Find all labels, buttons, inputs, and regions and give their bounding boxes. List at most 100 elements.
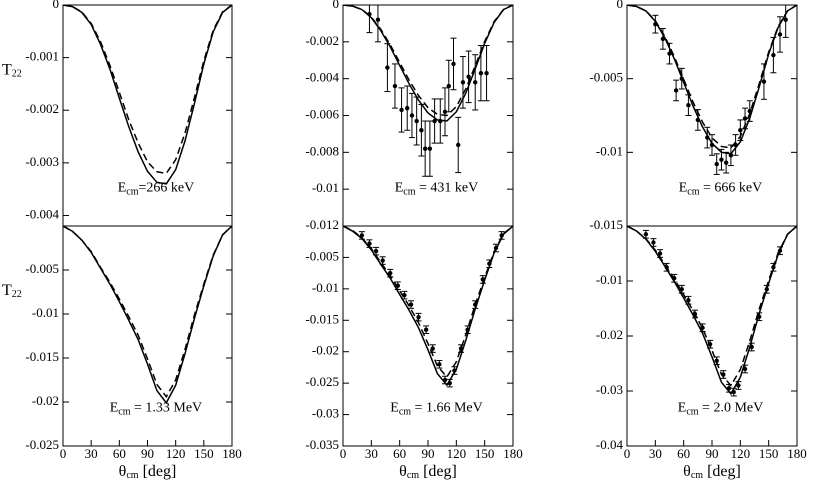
marker (721, 372, 726, 377)
data-point (723, 151, 730, 174)
marker (707, 342, 713, 347)
y-tick-label: -0.01 (596, 272, 623, 287)
y-tick-label: -0.015 (305, 311, 339, 326)
y-tick-label: -0.005 (305, 248, 339, 263)
plot-frame (62, 225, 233, 447)
marker (705, 135, 710, 140)
x-axis-label: θcm [deg] (399, 463, 457, 482)
x-tick-label: 0 (624, 446, 631, 461)
marker (442, 109, 448, 115)
marker (437, 362, 442, 367)
y-axis-label: T22 (2, 282, 22, 301)
marker (460, 80, 466, 85)
annotation: Ecm = 2.0 MeV (678, 401, 763, 418)
data-point (673, 79, 680, 102)
data-point (777, 246, 783, 256)
y-tick-label: -0.02 (32, 393, 59, 408)
marker (499, 233, 504, 238)
marker (719, 157, 724, 162)
marker (749, 344, 754, 350)
curve (63, 5, 232, 185)
marker (672, 276, 677, 281)
x-tick-label: 150 (475, 446, 495, 461)
marker (442, 377, 448, 383)
marker (373, 248, 379, 254)
marker (679, 76, 684, 81)
data-point (760, 63, 767, 100)
annotation: Ecm = 1.33 MeV (110, 401, 202, 418)
marker (427, 146, 433, 151)
x-axis-label: θcm [deg] (683, 463, 741, 482)
data-point (472, 54, 479, 111)
x-axis-label-rest: [deg] (419, 463, 457, 480)
y-tick-label: 0 (617, 0, 624, 11)
data-point (458, 344, 465, 353)
data-point (742, 364, 749, 374)
y-tick-label: -0.01 (32, 305, 59, 320)
data-point (477, 45, 484, 102)
data-point (455, 116, 462, 174)
annotation-main: E (118, 181, 127, 196)
marker (466, 74, 471, 80)
marker (679, 287, 684, 292)
data-point (748, 342, 755, 352)
data-point (472, 300, 479, 309)
y-tick-label: -0.01 (312, 180, 339, 195)
data-point (429, 344, 436, 353)
marker (438, 118, 443, 124)
annotation-rest: = 666 keV (700, 181, 763, 196)
data-point (459, 56, 466, 109)
annotation-main: E (390, 401, 399, 416)
marker (723, 160, 729, 165)
curve (343, 226, 513, 387)
y-tick-label: -0.01 (596, 143, 623, 158)
marker (446, 83, 451, 89)
x-tick-label: 120 (166, 446, 186, 461)
marker (473, 302, 478, 307)
marker (480, 277, 485, 282)
marker (388, 270, 393, 276)
x-tick-label: 90 (706, 446, 719, 461)
y-tick-label: -0.025 (25, 437, 59, 452)
y-tick-label: -0.02 (596, 327, 623, 342)
marker (419, 128, 424, 133)
marker (422, 146, 428, 151)
marker (408, 302, 414, 307)
annotation-main: E (395, 181, 404, 196)
data-point (763, 284, 770, 294)
marker (700, 325, 705, 330)
data-point (692, 309, 698, 319)
data-point (483, 45, 490, 102)
marker (359, 233, 365, 238)
marker (664, 265, 669, 270)
x-tick-label: 90 (422, 446, 435, 461)
marker (667, 51, 672, 56)
data-point (726, 383, 732, 393)
data-point (423, 325, 430, 334)
data-point (746, 100, 753, 122)
data-point (699, 323, 706, 333)
data-point (735, 381, 742, 390)
x-tick-label: 180 (503, 446, 523, 461)
y-axis-label-main: T (2, 61, 12, 78)
x-axis-label-main: θ (683, 463, 691, 480)
data-point (436, 360, 443, 369)
x-tick-label: 60 (393, 446, 406, 461)
annotation: Ecm = 431 keV (395, 181, 479, 198)
y-tick-label: -0.005 (589, 70, 623, 85)
data-point (652, 14, 659, 34)
data-point (694, 109, 701, 131)
marker (653, 21, 658, 27)
curve (343, 226, 513, 379)
data-point (384, 43, 391, 93)
data-point (358, 231, 365, 240)
data-point (659, 28, 666, 50)
y-tick-label: -0.035 (305, 437, 339, 452)
marker (452, 368, 457, 373)
annotation-sub: cm (687, 187, 699, 198)
marker (714, 358, 719, 363)
data-point (770, 36, 777, 74)
data-point (770, 262, 777, 272)
marker (414, 118, 419, 124)
marker (447, 380, 452, 386)
